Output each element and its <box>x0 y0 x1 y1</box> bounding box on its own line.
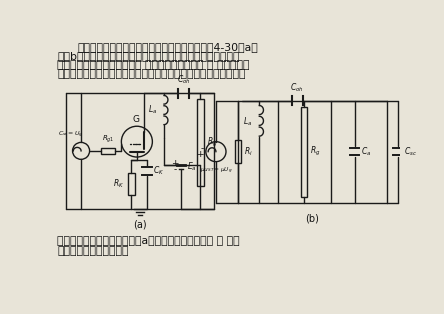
Text: $C_{sc}$: $C_{sc}$ <box>404 145 417 158</box>
Text: -: - <box>200 144 203 153</box>
Text: (b): (b) <box>305 214 319 224</box>
Text: $C_{oh}$: $C_{oh}$ <box>290 81 304 94</box>
Text: +: + <box>171 160 178 168</box>
Text: (a): (a) <box>133 219 147 229</box>
Text: $L_a$: $L_a$ <box>243 115 252 128</box>
Text: 管的屏极负载不用电阻Ｂ。， 而是一个具有铁心的 电 感Ｌ。。如: 管的屏极负载不用电阻Ｂ。， 而是一个具有铁心的 电 感Ｌ。。如 <box>57 60 250 70</box>
Bar <box>234 140 241 163</box>
Text: $L_a$: $L_a$ <box>148 104 157 116</box>
Bar <box>101 148 115 154</box>
Text: 和（b）所示。它和阻容耦合放大器极为相似，区别仅在于电子: 和（b）所示。它和阻容耦合放大器极为相似，区别仅在于电子 <box>57 51 240 61</box>
Text: $C_{sr}=U_g$: $C_{sr}=U_g$ <box>58 130 84 140</box>
Text: $E_a$: $E_a$ <box>187 160 197 172</box>
Text: $R_i$: $R_i$ <box>244 145 253 158</box>
Text: $R_{g1}$: $R_{g1}$ <box>102 133 115 145</box>
Text: $R_g$: $R_g$ <box>310 145 321 158</box>
Text: 果Ｌ。的电阻可以略去不计，那么直流屏流通过Ｌ。时几乎不产生: 果Ｌ。的电阻可以略去不计，那么直流屏流通过Ｌ。时几乎不产生 <box>57 69 246 79</box>
Text: -: - <box>173 165 176 174</box>
Text: G: G <box>133 115 139 124</box>
Text: $R_K$: $R_K$ <box>112 178 124 190</box>
Bar <box>128 173 135 195</box>
Text: $R_g$: $R_g$ <box>207 136 218 149</box>
Text: $\mu u_{ST}{=}\mu U_g$: $\mu u_{ST}{=}\mu U_g$ <box>200 165 232 176</box>
Text: $C_K$: $C_K$ <box>153 165 164 177</box>
Text: 电压降，所以屏极电源电压Ｅa可以全都加在屏极上而 把 屏极: 电压降，所以屏极电源电压Ｅa可以全都加在屏极上而 把 屏极 <box>57 236 240 246</box>
Bar <box>197 99 203 186</box>
Text: +: + <box>196 150 203 159</box>
Text: 电感耦合电压放大器的电路和它的等效电路如图4-30（a）: 电感耦合电压放大器的电路和它的等效电路如图4-30（a） <box>77 41 258 51</box>
Text: $C_a$: $C_a$ <box>361 145 371 158</box>
Bar <box>301 107 307 197</box>
Text: 电源电压得到充分利用。: 电源电压得到充分利用。 <box>57 246 129 256</box>
Text: $C_{oh}$: $C_{oh}$ <box>177 74 190 86</box>
